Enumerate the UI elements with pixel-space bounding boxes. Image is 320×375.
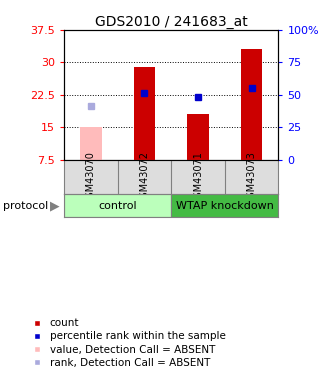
Text: GSM43072: GSM43072 [140,151,149,204]
Text: GSM43071: GSM43071 [193,151,203,204]
Text: protocol: protocol [3,201,48,211]
Bar [64,194,171,217]
Bar [80,128,101,160]
Title: GDS2010 / 241683_at: GDS2010 / 241683_at [95,15,248,29]
Legend: count, percentile rank within the sample, value, Detection Call = ABSENT, rank, : count, percentile rank within the sample… [31,316,228,370]
Text: control: control [98,201,137,211]
Text: WTAP knockdown: WTAP knockdown [176,201,274,211]
Bar [187,114,209,160]
Bar [134,67,155,160]
Text: GSM43073: GSM43073 [247,151,257,204]
Text: ▶: ▶ [50,200,59,213]
Bar [171,194,278,217]
Text: GSM43070: GSM43070 [86,151,96,204]
Bar [241,50,262,160]
